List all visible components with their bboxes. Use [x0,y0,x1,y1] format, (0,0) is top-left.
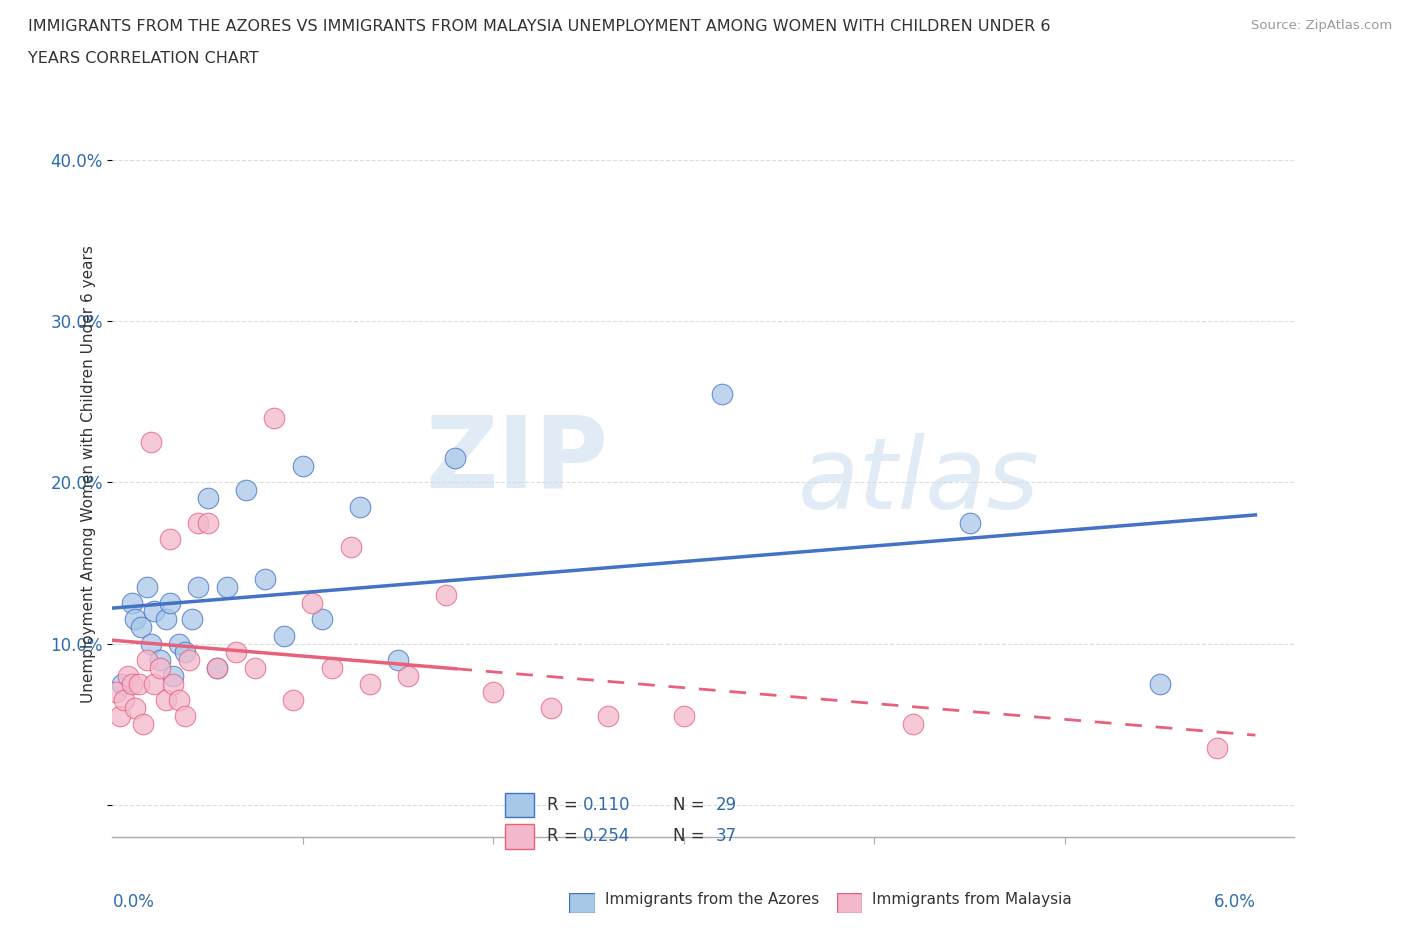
Point [197,491,219,506]
FancyBboxPatch shape [569,893,595,913]
FancyBboxPatch shape [505,792,534,817]
Point [596,709,619,724]
Text: R =: R = [547,827,583,845]
Point [1149,676,1171,691]
Point [321,660,343,675]
Point [540,700,562,715]
Point [167,636,190,651]
Text: IMMIGRANTS FROM THE AZORES VS IMMIGRANTS FROM MALAYSIA UNEMPLOYMENT AMONG WOMEN : IMMIGRANTS FROM THE AZORES VS IMMIGRANTS… [28,19,1050,33]
Point [155,612,177,627]
Point [132,717,155,732]
Point [387,652,409,667]
Text: Immigrants from Malaysia: Immigrants from Malaysia [872,892,1071,907]
Point [173,644,195,659]
Point [155,693,177,708]
Point [139,636,162,651]
Point [1206,741,1229,756]
Text: N =: N = [673,796,710,814]
FancyBboxPatch shape [837,893,862,913]
Point [105,684,128,699]
Text: 0.0%: 0.0% [112,894,155,911]
Point [444,451,467,466]
Point [173,709,195,724]
Point [207,660,229,675]
Point [128,676,150,691]
Point [339,539,361,554]
Text: 37: 37 [716,827,737,845]
Text: Source: ZipAtlas.com: Source: ZipAtlas.com [1251,19,1392,32]
Point [263,410,285,425]
Text: ZIP: ZIP [426,411,609,509]
Point [149,652,172,667]
Point [139,434,162,449]
Point [901,717,924,732]
Point [108,709,131,724]
Point [215,579,238,594]
Point [359,676,381,691]
Point [162,669,184,684]
Point [207,660,229,675]
Point [311,612,333,627]
Point [434,588,457,603]
Point [124,700,146,715]
Text: 6.0%: 6.0% [1213,894,1256,911]
Text: R =: R = [547,796,583,814]
Point [143,676,166,691]
Text: atlas: atlas [797,433,1039,530]
Point [124,612,146,627]
Point [135,652,157,667]
Y-axis label: Unemployment Among Women with Children Under 6 years: Unemployment Among Women with Children U… [80,246,96,703]
Point [167,693,190,708]
Text: N =: N = [673,827,710,845]
Point [482,684,505,699]
Point [291,458,314,473]
Point [187,579,209,594]
FancyBboxPatch shape [505,824,534,848]
Point [111,676,134,691]
Text: Immigrants from the Azores: Immigrants from the Azores [605,892,818,907]
Point [112,693,135,708]
Text: YEARS CORRELATION CHART: YEARS CORRELATION CHART [28,51,259,66]
Point [162,676,184,691]
Point [283,693,305,708]
Text: 0.254: 0.254 [582,827,630,845]
Point [396,669,419,684]
Point [959,515,981,530]
Text: 0.110: 0.110 [582,796,630,814]
Point [177,652,200,667]
Point [245,660,267,675]
Point [117,669,139,684]
Point [235,483,257,498]
Point [159,596,181,611]
Point [149,660,172,675]
Point [672,709,695,724]
Point [143,604,166,618]
Point [253,572,276,587]
Point [273,628,295,643]
Point [129,620,152,635]
Point [159,531,181,546]
Point [135,579,157,594]
Point [121,676,143,691]
Text: 29: 29 [716,796,737,814]
Point [181,612,204,627]
Point [349,499,371,514]
Point [225,644,247,659]
Point [197,515,219,530]
Point [187,515,209,530]
Point [301,596,323,611]
Point [711,386,734,401]
Point [121,596,143,611]
